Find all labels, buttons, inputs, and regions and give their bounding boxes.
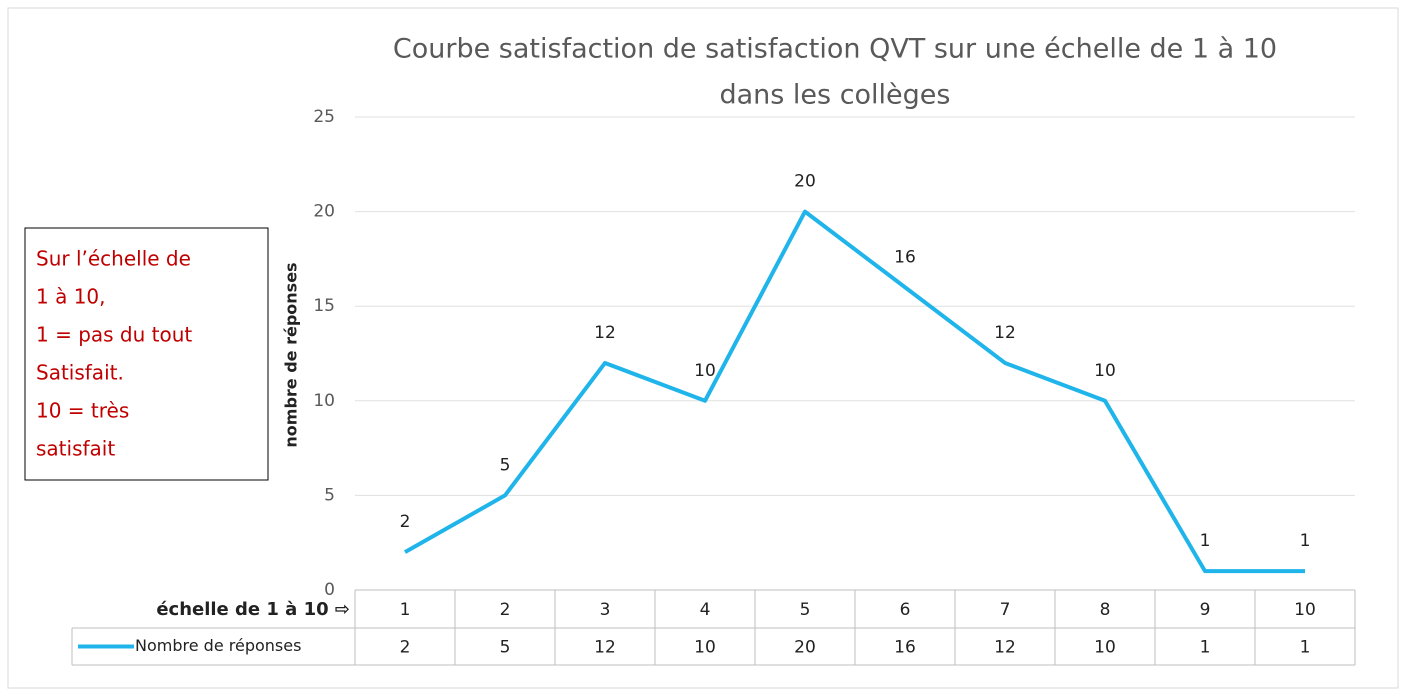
data-label: 16 [894, 247, 916, 267]
data-label: 12 [994, 323, 1016, 343]
table-value: 1 [1200, 638, 1211, 658]
y-tick-label: 20 [313, 202, 335, 222]
x-axis-title: échelle de 1 à 10 ⇨ [156, 599, 350, 620]
annotation-text: Satisfait. [36, 361, 124, 385]
x-tick-label: 6 [900, 600, 911, 620]
data-label: 1 [1300, 531, 1311, 551]
annotation-text: satisfait [36, 437, 115, 461]
y-tick-label: 15 [313, 296, 335, 316]
annotation-text: 10 = très [36, 399, 129, 423]
data-label: 5 [500, 455, 511, 475]
data-label: 10 [1094, 361, 1116, 381]
x-tick-label: 4 [700, 600, 711, 620]
chart-title: Courbe satisfaction de satisfaction QVT … [393, 34, 1277, 65]
data-label: 12 [594, 323, 616, 343]
y-tick-label: 25 [313, 107, 335, 127]
data-label: 1 [1200, 531, 1211, 551]
annotation-text: Sur l’échelle de [36, 247, 191, 271]
annotation-text: 1 = pas du tout [36, 323, 192, 347]
annotation-text: 1 à 10, [36, 285, 106, 309]
data-label: 20 [794, 172, 816, 192]
x-tick-label: 7 [1000, 600, 1011, 620]
legend-label: Nombre de réponses [135, 636, 301, 655]
y-tick-label: 5 [324, 485, 335, 505]
table-value: 10 [1094, 638, 1116, 658]
y-tick-label: 10 [313, 391, 335, 411]
table-value: 20 [794, 638, 816, 658]
x-tick-label: 5 [800, 600, 811, 620]
x-tick-label: 1 [400, 600, 411, 620]
table-value: 16 [894, 638, 916, 658]
table-value: 12 [594, 638, 616, 658]
chart-title: dans les collèges [719, 80, 950, 111]
annotation-box [24, 227, 269, 481]
x-tick-label: 2 [500, 600, 511, 620]
data-label: 10 [694, 361, 716, 381]
x-tick-label: 8 [1100, 600, 1111, 620]
data-label: 2 [400, 512, 411, 532]
y-tick-label: 0 [324, 580, 335, 600]
table-value: 1 [1300, 638, 1311, 658]
table-value: 2 [400, 638, 411, 658]
x-tick-label: 10 [1294, 600, 1316, 620]
table-value: 10 [694, 638, 716, 658]
x-tick-label: 9 [1200, 600, 1211, 620]
x-tick-label: 3 [600, 600, 611, 620]
table-value: 5 [500, 638, 511, 658]
y-axis-title: nombre de réponses [282, 262, 301, 447]
line [404, 209, 1305, 574]
table-value: 12 [994, 638, 1016, 658]
